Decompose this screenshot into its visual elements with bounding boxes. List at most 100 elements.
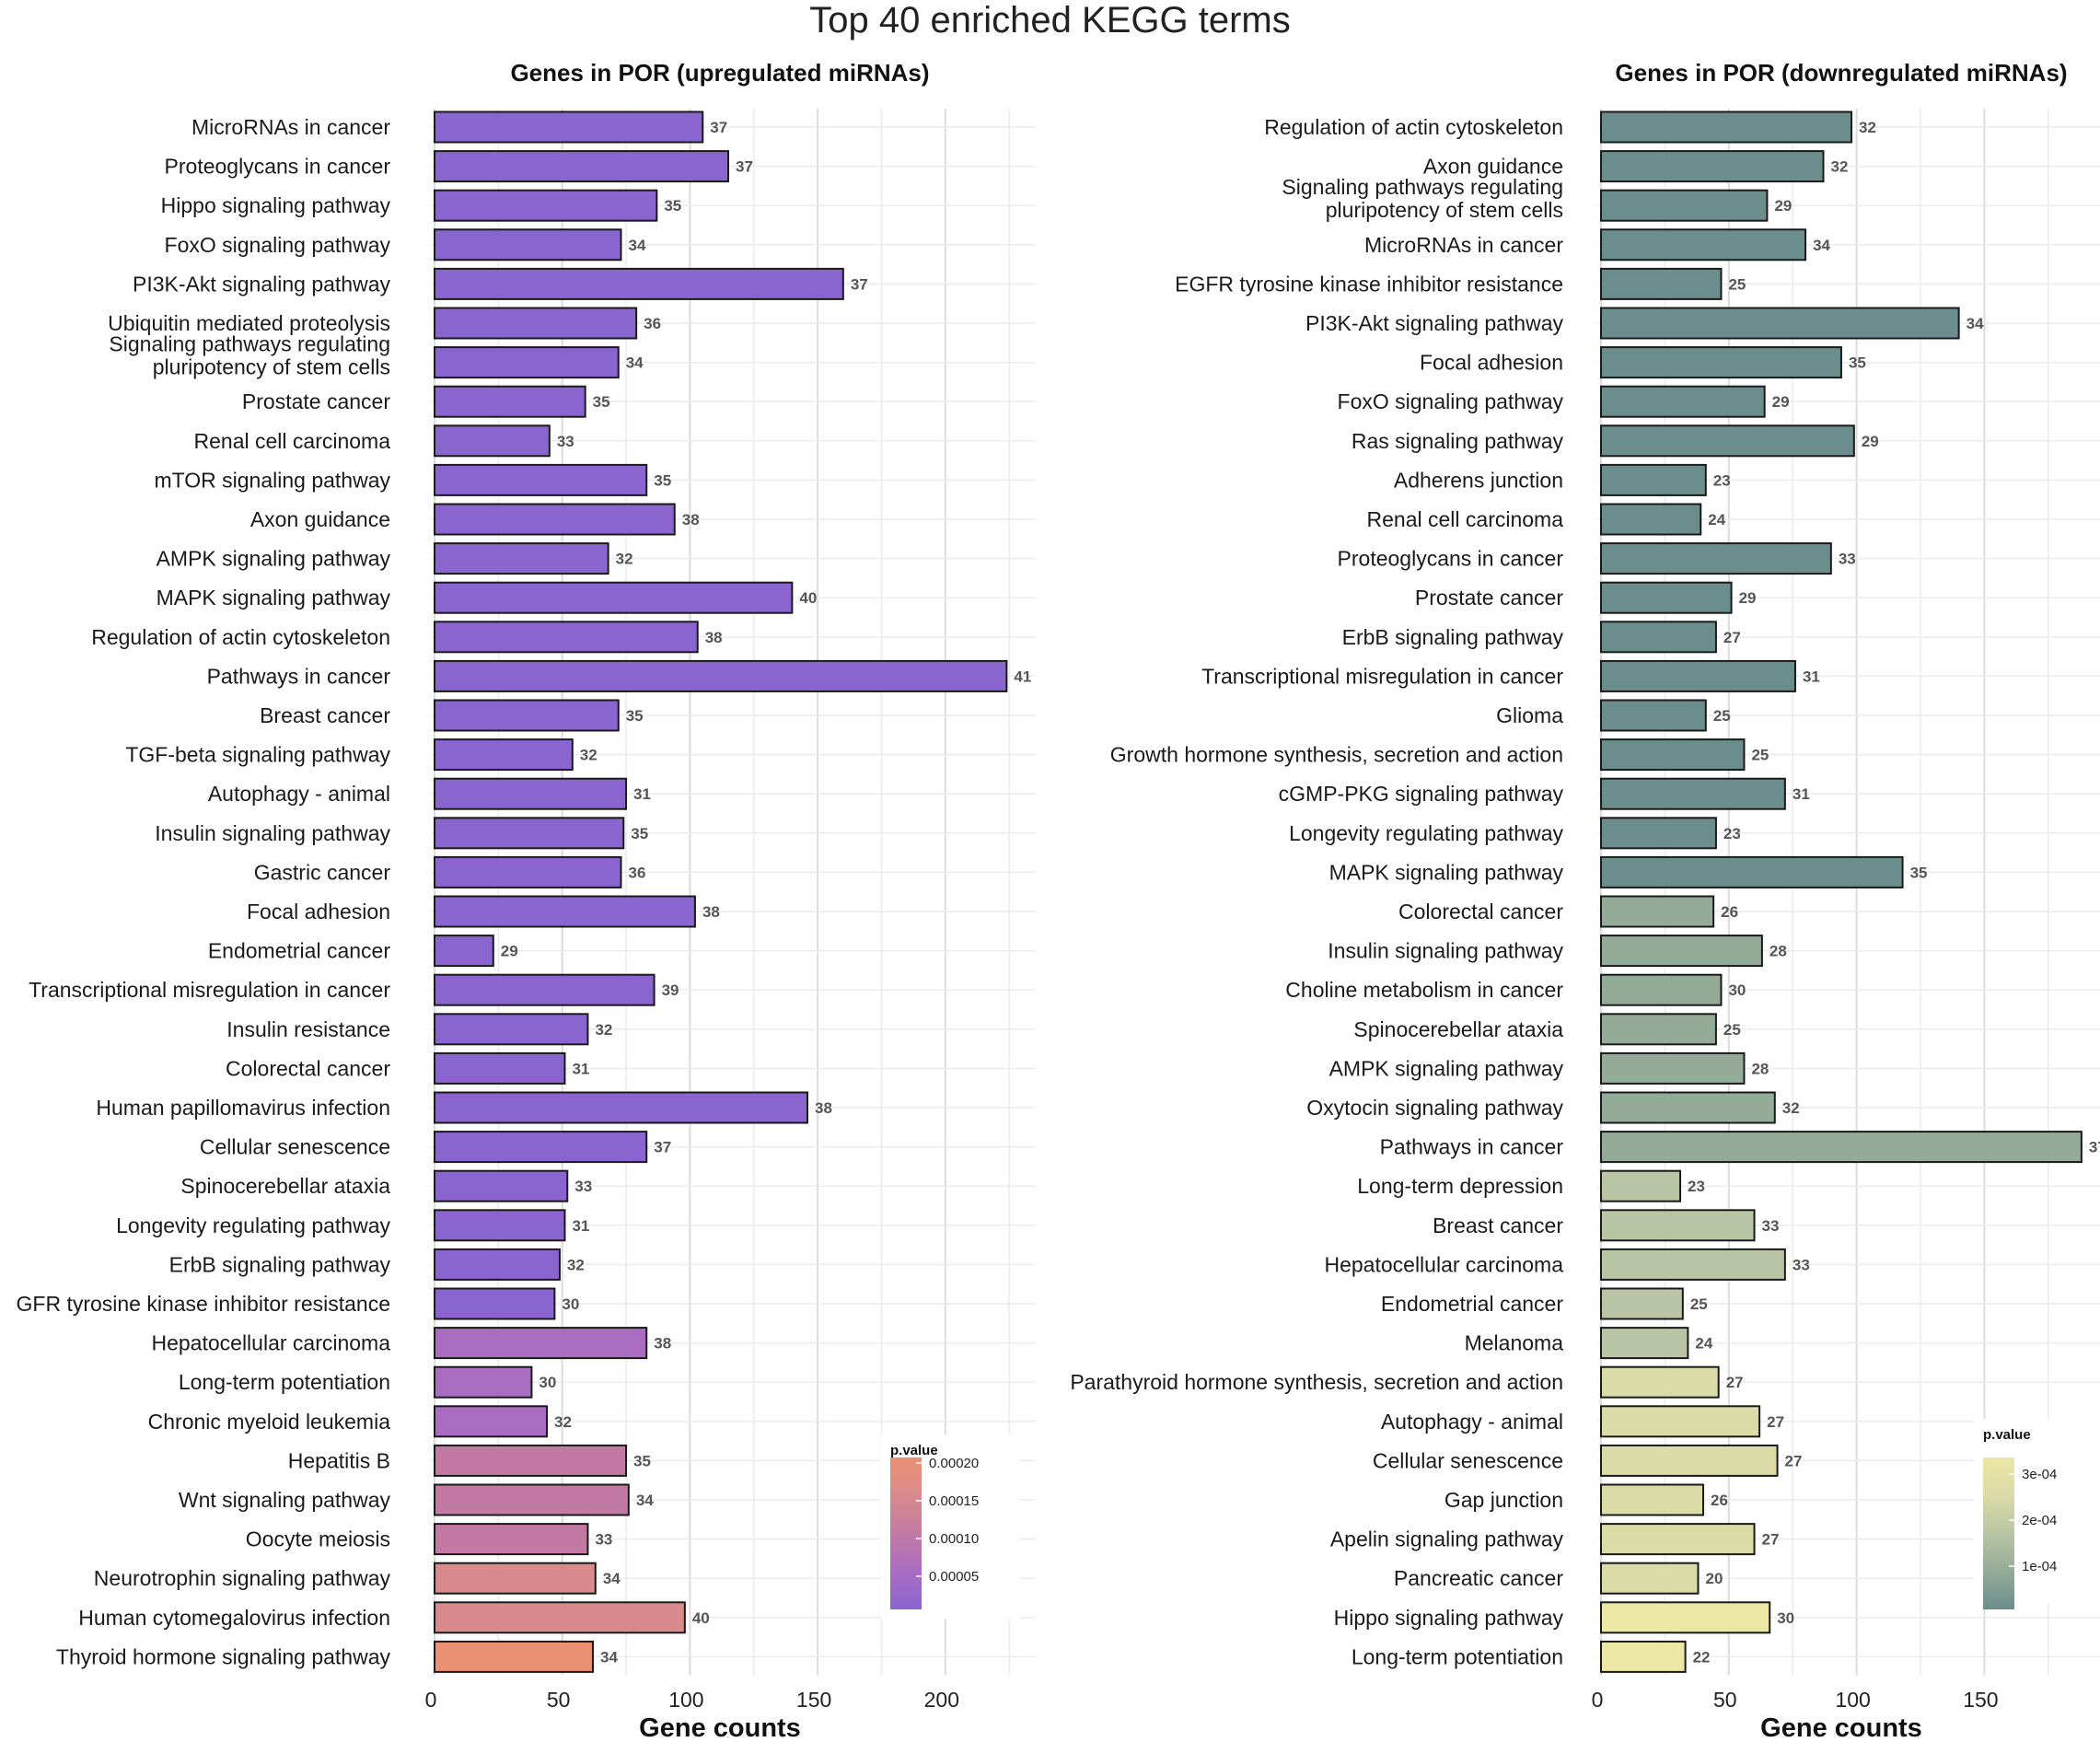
panel-1-bar-value-label: 38: [702, 903, 720, 921]
panel-2-bar: [1600, 424, 1855, 458]
panel-2-bar-value-label: 30: [1728, 981, 1746, 999]
panel-2-x-tick-label: 0: [1592, 1688, 1604, 1712]
panel-2-category-label: Long-term potentiation: [1352, 1644, 1563, 1668]
panel-2-bar-value-label: 32: [1782, 1099, 1800, 1117]
panel-1-category-label: Regulation of actin cytoskeleton: [91, 625, 390, 649]
panel-1-x-tick-label: 50: [547, 1688, 571, 1712]
panel-2-bar-value-label: 27: [1767, 1413, 1784, 1431]
panel-1-bar-value-label: 38: [705, 629, 723, 646]
panel-2-bar-value-label: 32: [1831, 158, 1849, 176]
panel-2-bar: [1600, 1013, 1717, 1046]
panel-2-category-label: Hepatocellular carcinoma: [1324, 1252, 1563, 1276]
panel-2-bar-value-label: 34: [1813, 237, 1830, 254]
panel-1-category-label: Cellular senescence: [200, 1135, 390, 1159]
panel-1-bar: [434, 267, 844, 300]
panel-1-bar: [434, 935, 494, 968]
panel-2-category-label: EGFR tyrosine kinase inhibitor resistanc…: [1175, 272, 1563, 296]
panel-1-bar: [434, 1169, 569, 1202]
panel-2-bar: [1600, 1209, 1756, 1242]
panel-1-bar-value-label: 37: [654, 1139, 671, 1156]
panel-2-bar: [1600, 777, 1786, 810]
panel-1-bar: [434, 1287, 556, 1320]
panel-1-bar: [434, 1327, 648, 1360]
panel-2-category-label: Melanoma: [1465, 1331, 1564, 1355]
panel-2-bar: [1600, 189, 1769, 222]
panel-2-bar-value-label: 26: [1721, 903, 1738, 921]
panel-2-bar-value-label: 25: [1723, 1021, 1741, 1039]
panel-2-bar: [1600, 659, 1796, 692]
panel-2-bar: [1600, 307, 1960, 340]
panel-2-category-label: Regulation of actin cytoskeleton: [1264, 115, 1563, 139]
panel-2-category-label: MicroRNAs in cancer: [1364, 233, 1563, 257]
panel-2-category-label: Colorectal cancer: [1398, 900, 1563, 923]
panel-2-bar: [1600, 150, 1825, 183]
panel-1-bar-value-label: 30: [539, 1374, 556, 1391]
panel-1-category-label: Pathways in cancer: [207, 664, 391, 688]
panel-1-category-label: Gastric cancer: [254, 860, 391, 884]
panel-1-bar: [434, 1091, 809, 1124]
panel-1-legend-tick-label: 0.00015: [929, 1493, 979, 1509]
panel-1-x-tick-label: 0: [425, 1688, 437, 1712]
panel-1-legend-tick-label: 0.00010: [929, 1531, 979, 1547]
panel-2-bar: [1600, 1327, 1689, 1360]
panel-2-title: Genes in POR (downregulated miRNAs): [1615, 59, 2067, 87]
panel-1-category-label: Insulin signaling pathway: [155, 821, 390, 845]
panel-1-bar-value-label: 41: [1014, 668, 1031, 685]
panel-1-bar: [434, 1131, 648, 1164]
panel-1-category-label: Prostate cancer: [242, 389, 390, 413]
panel-1-bar-value-label: 35: [664, 197, 681, 215]
panel-1-bar-value-label: 39: [662, 981, 679, 999]
panel-1-legend-title: p.value: [890, 1443, 938, 1458]
panel-2-bar-value-label: 27: [1723, 629, 1741, 646]
panel-1-category-label: Human papillomavirus infection: [96, 1096, 390, 1120]
panel-1-category-label: Spinocerebellar ataxia: [180, 1174, 390, 1198]
panel-1-bar-value-label: 37: [851, 275, 868, 293]
panel-1-bar-value-label: 32: [580, 747, 598, 764]
panel-1-category-label: MicroRNAs in cancer: [191, 115, 390, 139]
panel-1-category-label: MAPK signaling pathway: [157, 586, 391, 610]
panel-1-category-label: ErbB signaling pathway: [169, 1252, 391, 1276]
panel-2-legend-tick-label: 2e-04: [2022, 1513, 2057, 1528]
panel-2-bar-value-label: 33: [1793, 1256, 1810, 1273]
panel-1-bar: [434, 895, 696, 928]
panel-2-bar: [1600, 542, 1832, 575]
panel-1-category-label: Axon guidance: [250, 507, 390, 531]
panel-1-category-label: Focal adhesion: [247, 900, 390, 923]
panel-2-bar-value-label: 25: [1728, 275, 1746, 293]
panel-1-bar-value-label: 31: [633, 785, 651, 803]
panel-2-category-label: FoxO signaling pathway: [1338, 389, 1564, 413]
panel-2-bar-value-label: 29: [1774, 197, 1792, 215]
panel-1-category-label: Ubiquitin mediated proteolysis: [108, 311, 390, 335]
panel-1-category-label: AMPK signaling pathway: [157, 547, 391, 571]
panel-2-bar: [1600, 503, 1702, 536]
panel-1-bar: [434, 973, 656, 1006]
panel-1-bar-value-label: 34: [629, 237, 646, 254]
panel-2-x-tick-label: 150: [1963, 1688, 1998, 1712]
panel-2-bar: [1600, 817, 1717, 850]
panel-1-category-label: Neurotrophin signaling pathway: [94, 1566, 391, 1590]
panel-2-category-label: Renal cell carcinoma: [1367, 507, 1564, 531]
panel-1-title: Genes in POR (upregulated miRNAs): [510, 59, 929, 87]
panel-2-bar: [1600, 1640, 1687, 1673]
panel-2-bar-value-label: 34: [1967, 315, 1984, 332]
panel-2-bar-value-label: 22: [1693, 1648, 1711, 1666]
panel-2-bar: [1600, 935, 1763, 968]
panel-1-category-label: Hepatocellular carcinoma: [151, 1331, 390, 1355]
panel-2-bar-value-label: 24: [1695, 1335, 1712, 1353]
panel-2-legend-tick-label: 3e-04: [2022, 1467, 2057, 1482]
panel-1-bar: [434, 1523, 589, 1556]
panel-1-bar-value-label: 38: [654, 1335, 671, 1353]
panel-1-bar-value-label: 30: [562, 1295, 579, 1313]
panel-1-bar-value-label: 32: [595, 1021, 612, 1039]
panel-1-bar: [434, 777, 628, 810]
panel-1-bar-value-label: 34: [626, 354, 644, 372]
panel-2-bar-value-label: 29: [1862, 433, 1879, 450]
panel-1-bar-value-label: 35: [626, 707, 644, 725]
panel-2-bar: [1600, 699, 1707, 732]
panel-2-bar: [1600, 855, 1904, 888]
panel-1-category-label: mTOR signaling pathway: [154, 468, 390, 492]
panel-1-bar-value-label: 37: [736, 158, 753, 176]
panel-1-category-label: Oocyte meiosis: [246, 1527, 390, 1551]
panel-2-category-label: Spinocerebellar ataxia: [1353, 1017, 1563, 1041]
